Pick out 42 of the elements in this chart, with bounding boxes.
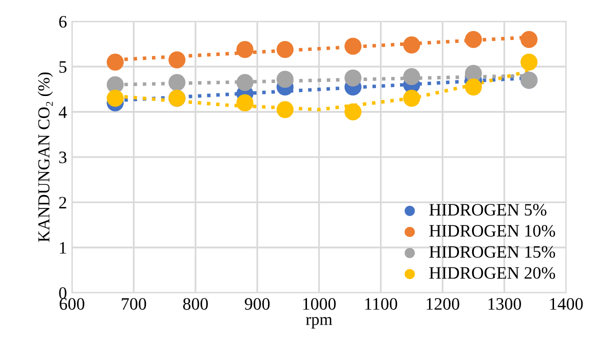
point [403, 36, 420, 54]
point [344, 38, 362, 55]
x-tick-label: 700 [122, 298, 146, 310]
point [344, 103, 362, 120]
x-tick-label: 1100 [365, 298, 398, 310]
point [520, 31, 538, 48]
point [276, 40, 294, 58]
point [106, 90, 124, 107]
y-tick-label: 5 [59, 61, 66, 73]
x-tick-label: 1000 [303, 298, 336, 310]
x-tick-label: 800 [183, 298, 208, 310]
y-tick-label: 1 [60, 242, 66, 254]
y-tick-label: 2 [59, 196, 66, 208]
legend-label: HIDROGEN 10% [429, 224, 556, 237]
point [403, 68, 420, 86]
point [236, 40, 254, 58]
point [236, 74, 254, 91]
x-axis-title: rpm [306, 317, 332, 328]
legend-label: HIDROGEN 20% [429, 267, 556, 279]
x-tick-label: 600 [60, 298, 84, 310]
point [168, 51, 186, 68]
y-tick-label: 6 [59, 16, 67, 28]
x-tick-label: 1200 [426, 298, 460, 310]
x-tick-label: 1400 [550, 298, 583, 310]
point [520, 54, 538, 71]
y-axis-title: KANDUNGAN CO₂ (%) [38, 72, 53, 242]
x-tick-label: 1300 [488, 298, 522, 310]
legend-label: HIDROGEN 15% [429, 246, 556, 258]
point [236, 94, 254, 112]
y-tick-label: 0 [59, 287, 66, 299]
point [344, 69, 362, 86]
point [168, 74, 186, 91]
x-tick-label: 900 [244, 298, 270, 310]
y-tick-label: 4 [58, 106, 67, 118]
point [464, 78, 482, 96]
y-tick-label: 3 [59, 152, 66, 164]
point [403, 90, 420, 107]
point [106, 54, 124, 71]
point [276, 101, 294, 118]
point [276, 70, 294, 88]
legend-label: HIDROGEN 5% [429, 204, 546, 216]
point [464, 31, 482, 48]
